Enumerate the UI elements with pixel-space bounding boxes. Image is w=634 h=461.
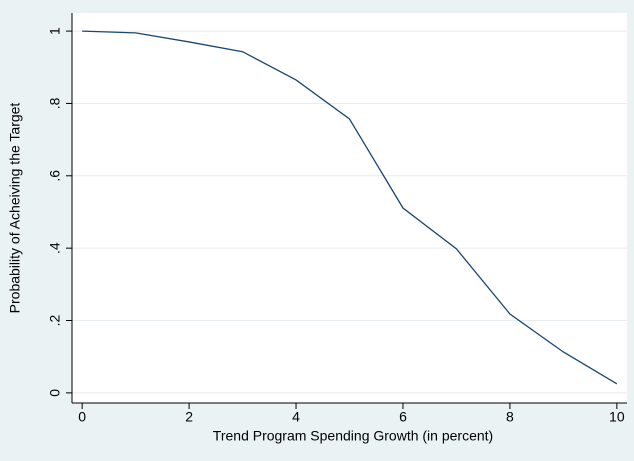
x-tick-label: 6 [399,409,407,425]
x-tick-label: 0 [78,409,86,425]
data-line [82,30,618,385]
y-tick-label: 1 [47,27,63,35]
y-axis-title: Probability of Acheiving the Target [7,103,23,314]
x-tick-label: 4 [292,409,300,425]
plot-area [72,13,627,403]
y-tick-label: .6 [47,170,63,182]
y-tick-label: .4 [47,242,63,254]
y-tick-label: 0 [47,389,63,397]
x-axis-title: Trend Program Spending Growth (in percen… [213,428,493,444]
y-tick-label: .8 [47,97,63,109]
x-tick-label: 10 [609,409,625,425]
x-tick-label: 8 [506,409,514,425]
y-tick-label: .2 [47,314,63,326]
x-tick-label: 2 [185,409,193,425]
